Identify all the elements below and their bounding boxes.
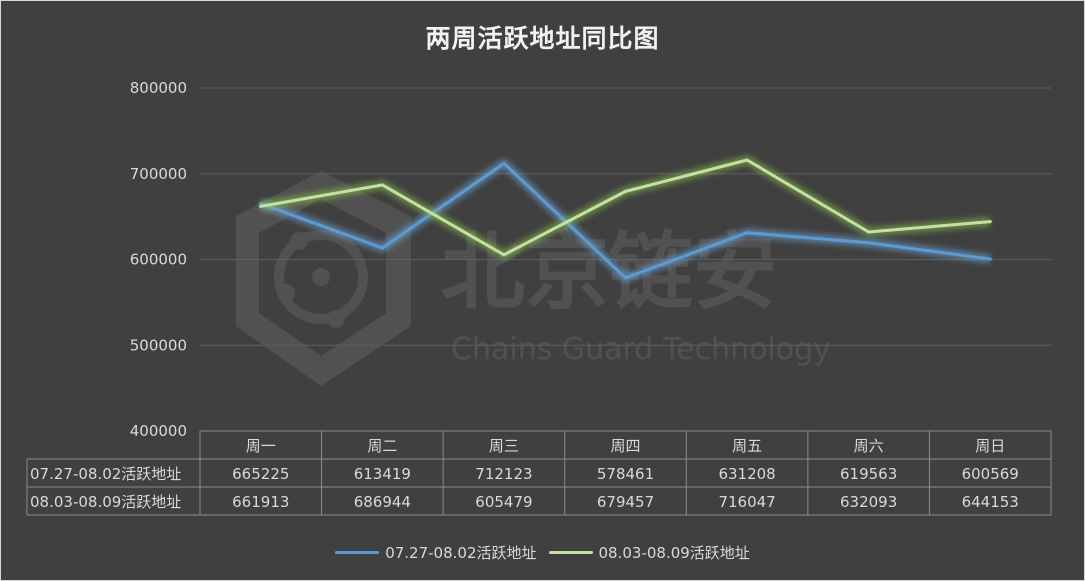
chart-title: 两周活跃地址同比图 — [425, 24, 660, 53]
table-cell-value: 600569 — [962, 465, 1019, 483]
table-cell-value: 716047 — [718, 493, 775, 511]
table-cell-value: 632093 — [840, 493, 897, 511]
legend-swatch — [548, 551, 593, 554]
table-cell-value: 665225 — [232, 465, 289, 483]
x-tick-label: 周二 — [367, 437, 397, 455]
table-cell-value: 644153 — [962, 493, 1019, 511]
data-point — [624, 276, 627, 280]
x-tick-label: 周五 — [732, 437, 762, 455]
x-tick-label: 周一 — [246, 437, 276, 455]
data-point — [867, 241, 871, 245]
table-cell-value: 679457 — [597, 493, 654, 511]
table-row-label: 07.27-08.02活跃地址 — [30, 465, 181, 483]
table-cell-value: 712123 — [475, 465, 532, 483]
table-cell-value: 686944 — [354, 493, 411, 511]
watermark: 北京链安 Chains Guard Technology — [236, 171, 831, 386]
y-tick-label: 700000 — [130, 165, 187, 183]
data-point — [502, 253, 506, 257]
data-point — [624, 189, 627, 193]
x-tick-label: 周三 — [489, 437, 519, 455]
legend-item: 08.03-08.09活跃地址 — [548, 542, 750, 563]
data-point — [380, 183, 384, 187]
data-point — [380, 246, 384, 250]
data-point — [745, 231, 749, 235]
x-tick-label: 周日 — [975, 437, 1005, 455]
table-cell-value: 661913 — [232, 493, 289, 511]
data-point — [867, 230, 871, 234]
data-point — [988, 220, 992, 224]
y-tick-label: 800000 — [130, 79, 187, 97]
y-tick-label: 600000 — [130, 251, 187, 269]
data-point — [502, 161, 506, 165]
data-point — [988, 257, 992, 261]
legend-label: 08.03-08.09活跃地址 — [598, 544, 750, 562]
x-tick-label: 周六 — [854, 437, 884, 455]
table-cell-value: 578461 — [597, 465, 654, 483]
legend-label: 07.27-08.02活跃地址 — [385, 544, 537, 562]
legend-swatch — [335, 551, 380, 554]
table-cell-value: 613419 — [354, 465, 411, 483]
data-point — [259, 204, 263, 208]
watermark-subtitle: Chains Guard Technology — [451, 332, 831, 367]
x-tick-label: 周四 — [610, 437, 640, 455]
legend: 07.27-08.02活跃地址 08.03-08.09活跃地址 — [1, 542, 1084, 563]
y-tick-label: 500000 — [130, 336, 187, 354]
data-point — [745, 158, 749, 162]
legend-item: 07.27-08.02活跃地址 — [335, 542, 537, 563]
table-cell-value: 619563 — [840, 465, 897, 483]
table-row-label: 08.03-08.09活跃地址 — [30, 493, 181, 511]
table-cell-value: 631208 — [718, 465, 775, 483]
table-cell-value: 605479 — [475, 493, 532, 511]
y-tick-label: 400000 — [130, 422, 187, 440]
